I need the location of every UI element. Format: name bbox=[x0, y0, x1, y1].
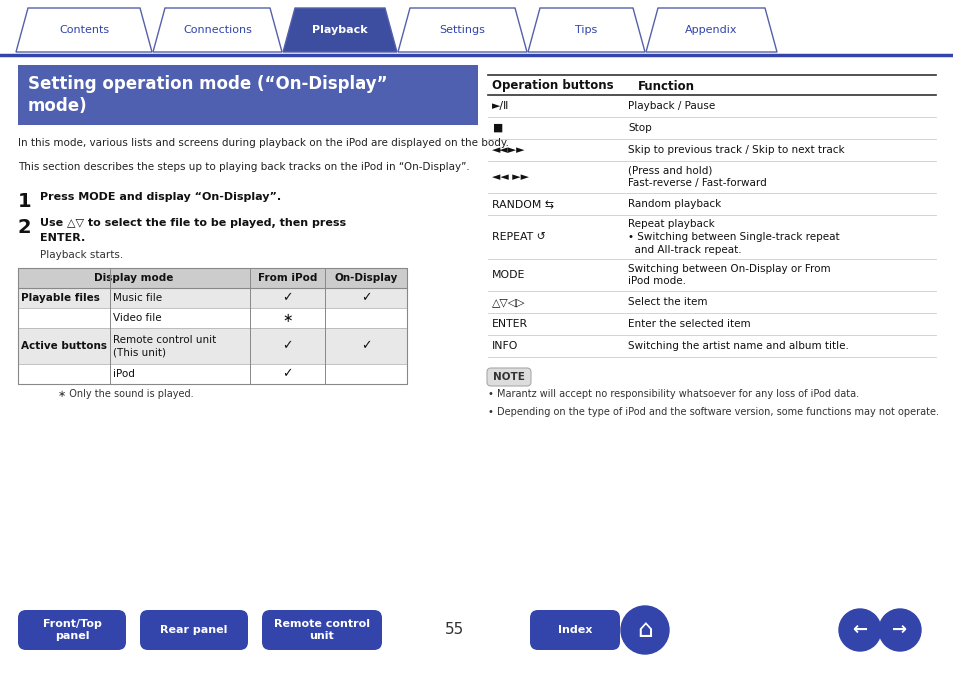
Text: Appendix: Appendix bbox=[684, 25, 737, 35]
Text: RANDOM ⇆: RANDOM ⇆ bbox=[492, 199, 554, 209]
Text: ✓: ✓ bbox=[282, 367, 293, 380]
Text: →: → bbox=[891, 621, 906, 639]
Polygon shape bbox=[16, 8, 152, 52]
Text: ✓: ✓ bbox=[360, 291, 371, 304]
FancyBboxPatch shape bbox=[486, 368, 531, 386]
Text: ∗: ∗ bbox=[282, 312, 293, 324]
Text: Playback starts.: Playback starts. bbox=[40, 250, 123, 260]
Text: Press MODE and display “On-Display”.: Press MODE and display “On-Display”. bbox=[40, 192, 281, 202]
Polygon shape bbox=[283, 8, 396, 52]
Text: Function: Function bbox=[638, 79, 695, 92]
Text: 2: 2 bbox=[18, 218, 31, 237]
Text: Connections: Connections bbox=[183, 25, 252, 35]
Polygon shape bbox=[152, 8, 282, 52]
Text: Operation buttons: Operation buttons bbox=[492, 79, 613, 92]
FancyBboxPatch shape bbox=[140, 610, 248, 650]
Text: Stop: Stop bbox=[627, 123, 651, 133]
Text: ◄◄ ►►: ◄◄ ►► bbox=[492, 172, 529, 182]
Text: Switching the artist name and album title.: Switching the artist name and album titl… bbox=[627, 341, 848, 351]
Bar bbox=[18, 65, 477, 125]
Bar bbox=[18, 328, 407, 364]
Polygon shape bbox=[527, 8, 644, 52]
Text: mode): mode) bbox=[28, 97, 88, 115]
Text: ✓: ✓ bbox=[282, 339, 293, 353]
Text: Select the item: Select the item bbox=[627, 297, 707, 307]
Bar bbox=[18, 268, 407, 288]
Text: ■: ■ bbox=[492, 123, 501, 133]
Text: Display mode: Display mode bbox=[94, 273, 173, 283]
Circle shape bbox=[878, 609, 920, 651]
Text: Tips: Tips bbox=[575, 25, 597, 35]
Bar bbox=[18, 364, 407, 384]
Bar bbox=[18, 268, 407, 384]
Text: Settings: Settings bbox=[439, 25, 485, 35]
Text: 1: 1 bbox=[18, 192, 31, 211]
Text: Rear panel: Rear panel bbox=[160, 625, 228, 635]
Text: ∗ Only the sound is played.: ∗ Only the sound is played. bbox=[58, 389, 193, 399]
Text: REPEAT ↺: REPEAT ↺ bbox=[492, 232, 545, 242]
Bar bbox=[18, 308, 407, 328]
Text: Random playback: Random playback bbox=[627, 199, 720, 209]
Text: ENTER: ENTER bbox=[492, 319, 528, 329]
Text: Playable files: Playable files bbox=[21, 293, 100, 303]
Text: Active buttons: Active buttons bbox=[21, 341, 107, 351]
Text: ←: ← bbox=[852, 621, 866, 639]
Text: From iPod: From iPod bbox=[257, 273, 316, 283]
Polygon shape bbox=[645, 8, 776, 52]
Text: Front/Top
panel: Front/Top panel bbox=[43, 618, 101, 641]
Text: (Press and hold)
Fast-reverse / Fast-forward: (Press and hold) Fast-reverse / Fast-for… bbox=[627, 166, 766, 188]
FancyBboxPatch shape bbox=[18, 610, 126, 650]
Text: Playback / Pause: Playback / Pause bbox=[627, 101, 715, 111]
Circle shape bbox=[620, 606, 668, 654]
Text: This section describes the steps up to playing back tracks on the iPod in “On-Di: This section describes the steps up to p… bbox=[18, 162, 469, 172]
Text: NOTE: NOTE bbox=[493, 372, 524, 382]
Text: Repeat playback
• Switching between Single-track repeat
  and All-track repeat.: Repeat playback • Switching between Sing… bbox=[627, 219, 839, 255]
FancyBboxPatch shape bbox=[530, 610, 619, 650]
Text: Enter the selected item: Enter the selected item bbox=[627, 319, 750, 329]
Text: In this mode, various lists and screens during playback on the iPod are displaye: In this mode, various lists and screens … bbox=[18, 138, 508, 148]
Text: ENTER.: ENTER. bbox=[40, 233, 85, 243]
Text: Setting operation mode (“On-Display”: Setting operation mode (“On-Display” bbox=[28, 75, 387, 93]
Text: ✓: ✓ bbox=[360, 339, 371, 353]
Text: ✓: ✓ bbox=[282, 291, 293, 304]
Text: Video file: Video file bbox=[112, 313, 161, 323]
Text: Playback: Playback bbox=[312, 25, 368, 35]
Text: ⌂: ⌂ bbox=[637, 618, 652, 642]
Bar bbox=[18, 288, 407, 308]
Text: Switching between On-Display or From
iPod mode.: Switching between On-Display or From iPo… bbox=[627, 264, 830, 287]
Text: On-Display: On-Display bbox=[334, 273, 397, 283]
Text: Remote control unit
(This unit): Remote control unit (This unit) bbox=[112, 334, 216, 357]
Text: ►/Ⅱ: ►/Ⅱ bbox=[492, 101, 509, 111]
Text: Music file: Music file bbox=[112, 293, 162, 303]
Text: iPod: iPod bbox=[112, 369, 134, 379]
Text: INFO: INFO bbox=[492, 341, 517, 351]
Polygon shape bbox=[397, 8, 526, 52]
Text: Remote control
unit: Remote control unit bbox=[274, 618, 370, 641]
Text: 55: 55 bbox=[445, 623, 464, 637]
Text: MODE: MODE bbox=[492, 270, 525, 280]
Text: △▽◁▷: △▽◁▷ bbox=[492, 297, 525, 307]
Text: ◄◄►►: ◄◄►► bbox=[492, 145, 525, 155]
Text: Skip to previous track / Skip to next track: Skip to previous track / Skip to next tr… bbox=[627, 145, 843, 155]
Text: • Marantz will accept no responsibility whatsoever for any loss of iPod data.: • Marantz will accept no responsibility … bbox=[488, 389, 859, 399]
Text: Contents: Contents bbox=[59, 25, 109, 35]
Text: • Depending on the type of iPod and the software version, some functions may not: • Depending on the type of iPod and the … bbox=[488, 407, 938, 417]
FancyBboxPatch shape bbox=[262, 610, 381, 650]
Text: Use △▽ to select the file to be played, then press: Use △▽ to select the file to be played, … bbox=[40, 218, 346, 228]
Circle shape bbox=[838, 609, 880, 651]
Text: Index: Index bbox=[558, 625, 592, 635]
